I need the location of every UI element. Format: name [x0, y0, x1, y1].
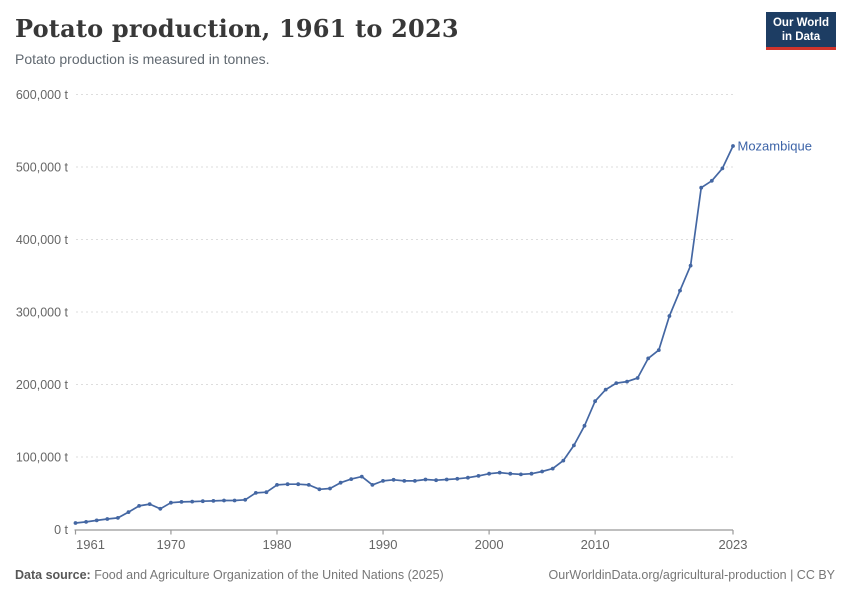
data-point [487, 471, 491, 476]
data-point [349, 477, 354, 481]
data-point [126, 510, 131, 514]
data-point [306, 483, 311, 487]
data-point [678, 288, 682, 293]
data-point [137, 504, 142, 508]
data-point [317, 487, 322, 492]
data-point [656, 348, 661, 352]
x-tick-label: 2000 [475, 537, 504, 552]
data-point [699, 185, 704, 190]
data-point [444, 477, 449, 482]
data-point [508, 471, 513, 476]
data-point [391, 477, 396, 482]
data-point [105, 517, 110, 521]
data-point [476, 474, 481, 478]
data-point [550, 466, 555, 471]
data-point [84, 520, 88, 524]
owid-logo-line2: in Data [781, 31, 821, 43]
data-point [466, 475, 470, 480]
x-tick-label: 1970 [156, 537, 185, 552]
data-source-label: Data source: [15, 568, 91, 582]
data-point [179, 500, 184, 504]
data-point [688, 263, 693, 268]
data-point [731, 144, 735, 148]
data-point [402, 479, 407, 483]
data-point [200, 499, 205, 504]
data-point [529, 471, 534, 476]
page-title: Potato production, 1961 to 2023 [15, 14, 459, 43]
entity-label: Mozambique [738, 138, 812, 153]
data-point [253, 491, 258, 495]
data-point [561, 458, 566, 463]
data-point [285, 482, 290, 487]
chart-footer: Data source: Food and Agriculture Organi… [15, 568, 835, 582]
data-point [94, 518, 99, 523]
y-tick-label: 100,000 t [16, 451, 69, 465]
data-source: Data source: Food and Agriculture Organi… [15, 568, 444, 582]
data-point [540, 469, 544, 474]
data-point [190, 499, 195, 504]
y-tick-label: 300,000 t [16, 306, 69, 320]
data-point [211, 499, 216, 503]
data-point [169, 500, 173, 505]
data-point [296, 482, 301, 487]
owid-logo-line1: Our World [772, 17, 829, 29]
y-tick-label: 600,000 t [16, 88, 69, 102]
data-point [625, 379, 629, 384]
data-point [593, 399, 597, 404]
x-tick-label: 1980 [263, 537, 292, 552]
data-point [116, 516, 120, 520]
data-point [720, 166, 725, 171]
data-point [73, 521, 78, 525]
x-tick-label: 1961 [76, 537, 105, 552]
data-point [455, 476, 460, 481]
data-point [614, 381, 619, 385]
data-point [413, 479, 417, 483]
data-point [519, 472, 523, 477]
data-point [370, 483, 375, 487]
chart-subtitle: Potato production is measured in tonnes. [15, 51, 270, 67]
owid-logo[interactable]: Our World in Data [765, 12, 836, 50]
data-point [381, 479, 385, 483]
data-point [264, 490, 269, 495]
data-point [635, 376, 640, 380]
data-point [275, 483, 279, 487]
data-point [243, 497, 248, 502]
x-tick-label: 2010 [581, 537, 610, 552]
y-tick-label: 400,000 t [16, 233, 69, 247]
series-line [75, 145, 734, 524]
data-point [359, 474, 364, 479]
data-point [328, 486, 332, 491]
y-tick-label: 500,000 t [16, 161, 69, 175]
data-point [667, 314, 672, 318]
data-point [572, 443, 576, 448]
data-point [423, 477, 428, 482]
data-point [158, 506, 163, 511]
data-point [497, 470, 502, 475]
data-point [232, 498, 237, 503]
y-tick-label: 0 t [54, 523, 68, 537]
data-point [434, 478, 438, 483]
data-point [646, 356, 651, 361]
x-tick-label: 1990 [369, 537, 398, 552]
x-tick-label: 2023 [719, 537, 748, 552]
attribution-link[interactable]: OurWorldinData.org/agricultural-producti… [548, 568, 835, 582]
y-tick-label: 200,000 t [16, 378, 69, 392]
data-point [147, 502, 152, 506]
data-source-text: Food and Agriculture Organization of the… [90, 568, 444, 582]
data-point [709, 178, 714, 183]
data-point [582, 423, 587, 428]
data-point [222, 498, 226, 503]
data-point [338, 480, 343, 485]
data-point [603, 387, 608, 392]
